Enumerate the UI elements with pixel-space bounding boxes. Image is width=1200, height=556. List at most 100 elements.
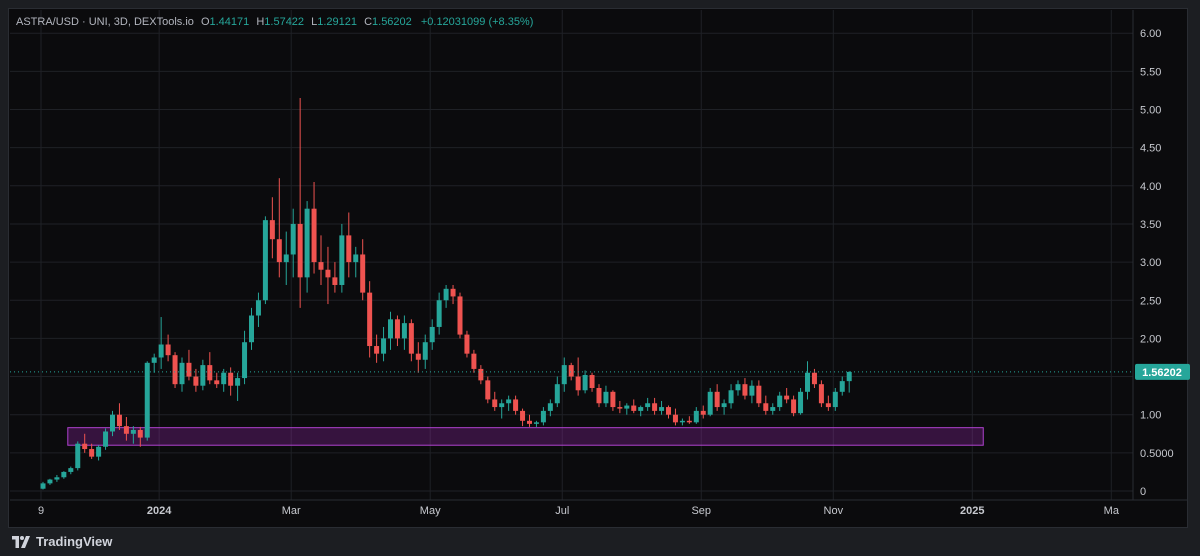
tradingview-icon [12,535,30,548]
demand-zone-box [67,427,984,446]
last-price-tag [1135,363,1190,380]
candle-body [582,375,588,391]
low-value: 1.29121 [317,16,357,28]
candle-body [756,385,762,404]
footer-bar: TradingView [0,528,1200,556]
close-value: 1.56202 [372,16,412,28]
candle-body [791,399,797,414]
candle-body [116,414,122,427]
candle-body [624,405,630,409]
y-tick-label: 2.50 [1140,295,1161,307]
candle-body [242,342,248,379]
candle-body [540,410,546,423]
y-tick-label: 1.00 [1140,410,1161,422]
symbol-label: ASTRA/USD · UNI, 3D, DEXTools.io [16,16,194,28]
ohlc-legend: ASTRA/USD · UNI, 3D, DEXTools.io O1.4417… [16,16,533,28]
candle-body [527,420,532,424]
candle-body [464,334,470,354]
candle-body [499,403,505,408]
candle-body [846,371,852,382]
candle-body [214,380,220,385]
candle-body [249,315,254,343]
x-tick-label: Mar [282,505,301,517]
candle-body [276,239,282,263]
candle-body [575,376,581,391]
candle-body [672,414,678,423]
chart-frame [8,8,1188,528]
tradingview-logo[interactable]: TradingView [12,534,112,549]
candle-body [221,372,227,385]
candle-body [533,422,539,424]
x-tick-label: Sep [691,505,711,517]
change-value: +0.12031099 (+8.35%) [420,16,534,28]
candles [40,98,852,490]
candle-body [89,449,95,457]
candle-body [652,403,658,411]
candle-body [777,395,783,408]
candle-body [172,355,178,385]
price-chart[interactable]: 1.56202 6.00 5.50 5.00 4.50 4.00 3.50 3.00 2.50… [0,0,1200,528]
x-tick-label: Nov [824,505,844,517]
candle-body [158,344,164,358]
candle-body [763,403,769,411]
x-tick-label: 2025 [960,505,984,517]
candle-body [450,288,456,297]
candle-body [207,365,213,381]
candle-body [360,254,366,293]
x-tick-label: Jul [555,505,569,517]
y-tick-label: 4.00 [1140,181,1161,193]
candle-body [520,410,526,421]
candle-body [332,277,338,285]
candle-body [568,365,574,377]
y-tick-label: 2.00 [1140,333,1161,345]
candle-body [610,391,616,408]
candle-body [735,384,741,391]
candle-body [54,477,60,480]
candle-body [228,372,234,386]
candle-body [40,483,46,489]
candle-body [346,235,352,263]
candle-body [381,338,387,354]
candle-body [283,254,289,263]
candle-body [603,391,609,404]
candle-body [798,391,804,414]
candle-body [478,368,484,381]
candle-body [547,403,553,411]
high-value: 1.57422 [264,16,305,28]
candle-body [811,372,817,385]
candle-body [269,220,275,240]
candle-body [137,429,143,438]
candle-body [297,223,303,278]
candle-body [311,208,317,263]
last-price-line: 1.56202 [10,363,1190,380]
candle-body [429,326,435,343]
candle-body [457,296,463,335]
candle-body [186,362,192,377]
y-tick-label: 3.50 [1140,219,1161,231]
candle-body [304,208,310,278]
candle-body [200,365,206,386]
demand-zone [67,427,984,446]
candle-body [805,372,810,392]
candle-body [339,235,345,285]
candle-body [554,384,560,404]
close-label: C [364,16,373,28]
y-tick-label: 5.50 [1140,66,1161,78]
candle-body [82,443,88,450]
candle-body [839,381,845,392]
candle-body [130,429,136,434]
candle-body [61,471,67,478]
y-tick-label: 4.50 [1140,143,1161,155]
candle-body [290,223,296,255]
y-tick-label: 0 [1140,486,1146,498]
candle-body [408,323,414,354]
candle-body [700,410,706,415]
candle-body [659,407,665,411]
candle-body [596,387,602,404]
last-price-label: 1.56202 [1142,367,1182,379]
candle-body [96,446,102,457]
candle-body [103,431,109,447]
candle-body [770,407,776,411]
grid [10,10,1188,501]
candle-body [255,300,261,316]
